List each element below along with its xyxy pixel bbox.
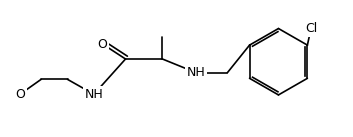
Text: O: O (15, 88, 25, 101)
Text: NH: NH (186, 66, 205, 79)
Text: NH: NH (84, 88, 103, 101)
Text: O: O (98, 38, 108, 51)
Text: Cl: Cl (305, 22, 317, 35)
